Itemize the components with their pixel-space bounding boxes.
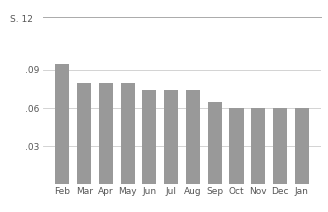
Text: S. 12: S. 12 <box>10 15 33 24</box>
Bar <box>186 90 200 184</box>
Bar <box>121 83 135 184</box>
Bar <box>295 108 309 184</box>
Bar <box>208 102 222 184</box>
Bar <box>229 108 243 184</box>
Bar <box>251 108 265 184</box>
Bar <box>164 90 178 184</box>
Bar <box>273 108 287 184</box>
Bar <box>99 83 113 184</box>
Bar <box>142 90 156 184</box>
Bar <box>77 83 91 184</box>
Bar <box>55 64 70 184</box>
